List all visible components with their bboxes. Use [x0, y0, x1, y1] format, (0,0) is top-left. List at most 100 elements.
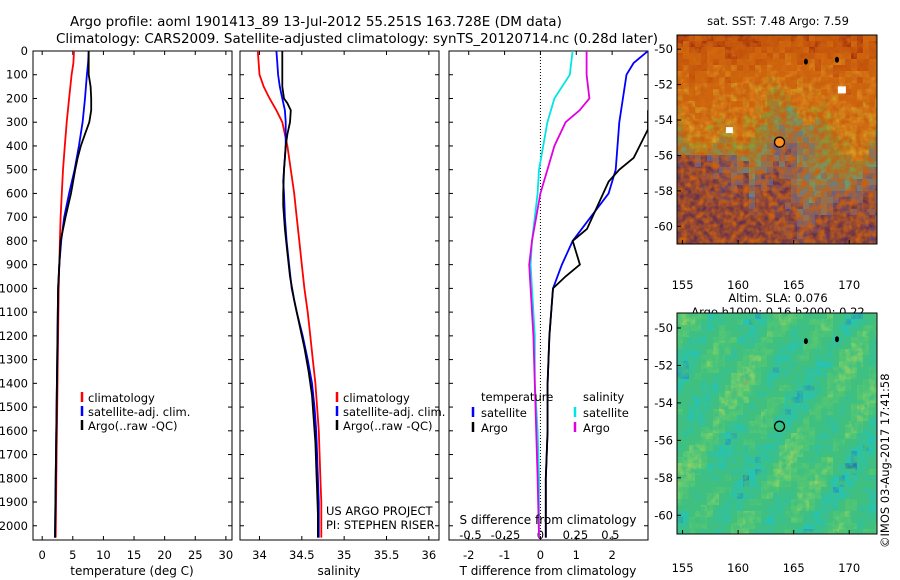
- x-tick-label: 30: [219, 548, 234, 562]
- map-cell: [761, 167, 767, 173]
- x-tick-label: 34: [252, 548, 267, 562]
- map-cell: [725, 101, 731, 107]
- map-cell: [827, 131, 833, 137]
- map-cell: [809, 131, 815, 137]
- map-cell: [707, 409, 713, 415]
- map-cell: [869, 349, 875, 355]
- map-cell: [677, 77, 683, 83]
- map-cell: [689, 415, 695, 421]
- map-cell: [713, 119, 719, 125]
- map-cell: [725, 487, 731, 493]
- map-cell: [749, 47, 755, 53]
- map-cell: [821, 83, 827, 89]
- map-cell: [785, 463, 791, 469]
- map-cell: [821, 505, 827, 511]
- map-cell: [821, 125, 827, 131]
- map-cell: [737, 433, 743, 439]
- map-cell: [803, 41, 809, 47]
- map-cell: [797, 65, 803, 71]
- map-cell: [851, 227, 857, 233]
- map-cell: [767, 83, 773, 89]
- map-cell: [731, 379, 737, 385]
- map-cell: [803, 167, 809, 173]
- map-cell: [725, 385, 731, 391]
- map-cell: [827, 463, 833, 469]
- map-cell: [863, 167, 869, 173]
- map-cell: [797, 77, 803, 83]
- map-cell: [695, 227, 701, 233]
- map-cell: [797, 113, 803, 119]
- map-cell: [797, 209, 803, 215]
- map-cell: [791, 65, 797, 71]
- map-cell: [779, 131, 785, 137]
- map-cell: [737, 409, 743, 415]
- map-cell: [773, 95, 779, 101]
- map-cell: [731, 445, 737, 451]
- map-cell: [749, 385, 755, 391]
- map-cell: [689, 233, 695, 239]
- map-cell: [839, 319, 845, 325]
- map-cell: [815, 433, 821, 439]
- map-cell: [713, 173, 719, 179]
- map-cell: [803, 137, 809, 143]
- map-cell: [845, 379, 851, 385]
- map-cell: [725, 349, 731, 355]
- map-cell: [875, 173, 877, 179]
- map-cell: [791, 125, 797, 131]
- map-cell: [815, 95, 821, 101]
- map-cell: [755, 361, 761, 367]
- map-cell: [827, 185, 833, 191]
- map-cell: [785, 325, 791, 331]
- map-cell: [707, 203, 713, 209]
- map-cell: [797, 499, 803, 505]
- map-cell: [845, 391, 851, 397]
- legend-label: climatology: [343, 391, 410, 405]
- map-cell: [749, 355, 755, 361]
- map-cell: [725, 89, 731, 95]
- map-cell: [737, 367, 743, 373]
- map-cell: [713, 415, 719, 421]
- map-cell: [737, 155, 743, 161]
- map-cell: [857, 331, 863, 337]
- map-cell: [761, 367, 767, 373]
- map-cell: [815, 445, 821, 451]
- map-cell: [803, 101, 809, 107]
- map-cell: [701, 155, 707, 161]
- map-cell: [827, 179, 833, 185]
- map-cell: [785, 331, 791, 337]
- map-cell: [833, 95, 839, 101]
- map-cell: [677, 361, 683, 367]
- map-cell: [833, 379, 839, 385]
- map-cell: [755, 239, 761, 244]
- map-cell: [695, 197, 701, 203]
- map-cell: [785, 179, 791, 185]
- map-cell: [755, 337, 761, 343]
- map-cell: [863, 343, 869, 349]
- map-cell: [749, 137, 755, 143]
- map-cell: [749, 523, 755, 529]
- map-cell: [857, 439, 863, 445]
- map-cell: [773, 313, 779, 319]
- map-cell: [701, 331, 707, 337]
- map-cell: [689, 337, 695, 343]
- map-cell: [767, 59, 773, 65]
- map-cell: [839, 41, 845, 47]
- map-cell: [743, 197, 749, 203]
- map-cell: [743, 179, 749, 185]
- map-cell: [785, 143, 791, 149]
- map-cell: [869, 385, 875, 391]
- map-cell: [743, 35, 749, 41]
- map-cell: [839, 83, 845, 89]
- map-cell: [875, 313, 877, 319]
- map-cell: [713, 409, 719, 415]
- map-cell: [767, 325, 773, 331]
- map-cell: [875, 355, 877, 361]
- map-cell: [869, 313, 875, 319]
- map-cell: [815, 427, 821, 433]
- map-cell: [737, 77, 743, 83]
- map-cell: [767, 397, 773, 403]
- map-cell: [701, 167, 707, 173]
- map-cell: [797, 89, 803, 95]
- map-cell: [827, 203, 833, 209]
- map-cell: [767, 313, 773, 319]
